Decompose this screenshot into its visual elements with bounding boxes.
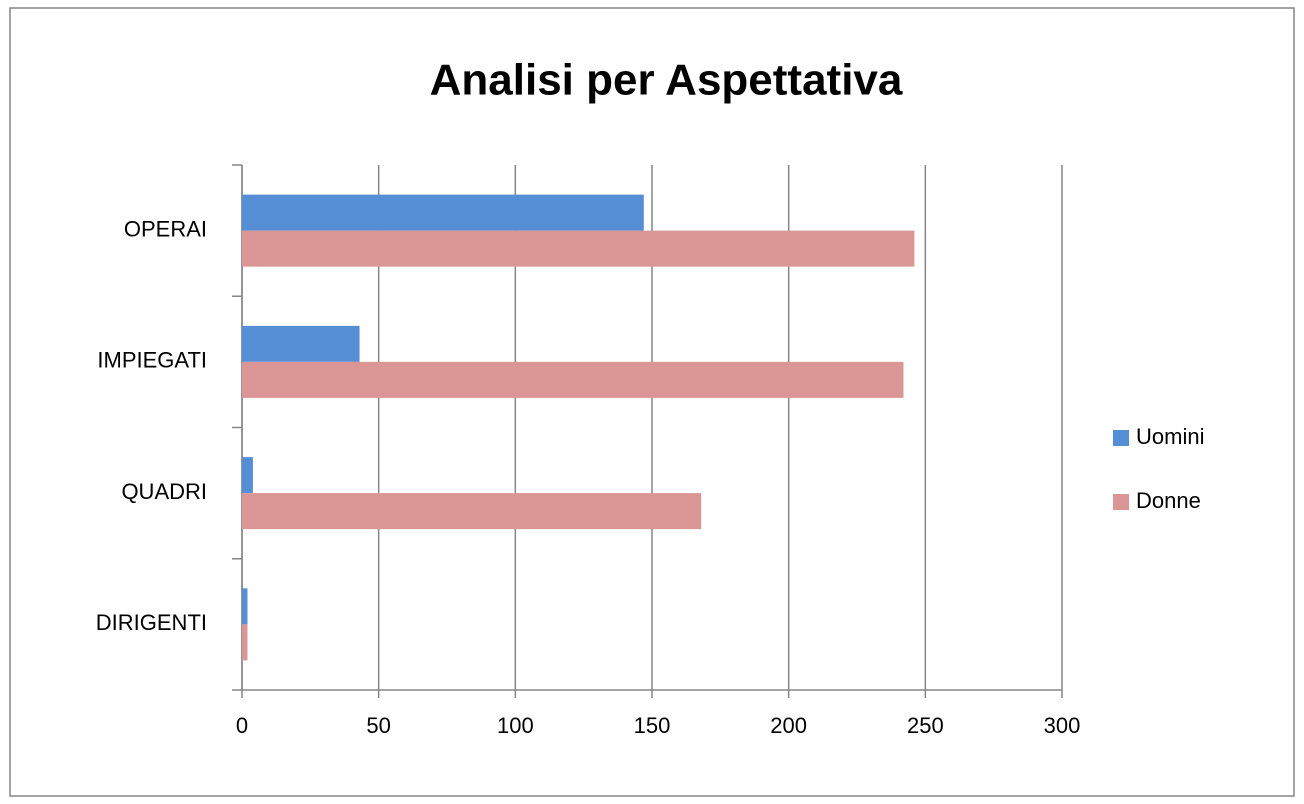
chart-title: Analisi per Aspettativa xyxy=(430,56,903,105)
y-tick-label: DIRIGENTI xyxy=(96,610,207,635)
x-tick-label: 200 xyxy=(770,713,807,738)
legend-label: Donne xyxy=(1136,488,1201,513)
bar xyxy=(242,230,915,267)
bar xyxy=(242,325,360,362)
x-tick-label: 50 xyxy=(366,713,390,738)
bar xyxy=(242,361,904,398)
bar xyxy=(242,194,644,231)
bar xyxy=(242,624,248,661)
y-tick-label: OPERAI xyxy=(124,216,207,241)
x-tick-label: 250 xyxy=(907,713,944,738)
y-tick-label: QUADRI xyxy=(121,479,207,504)
x-tick-label: 300 xyxy=(1044,713,1081,738)
legend-label: Uomini xyxy=(1136,424,1204,449)
legend-swatch xyxy=(1113,430,1129,446)
x-tick-label: 100 xyxy=(497,713,534,738)
x-tick-label: 0 xyxy=(236,713,248,738)
bar xyxy=(242,588,248,625)
bar xyxy=(242,493,702,530)
x-tick-label: 150 xyxy=(634,713,671,738)
legend-swatch xyxy=(1113,494,1129,510)
y-tick-label: IMPIEGATI xyxy=(97,348,207,373)
bar xyxy=(242,457,253,494)
